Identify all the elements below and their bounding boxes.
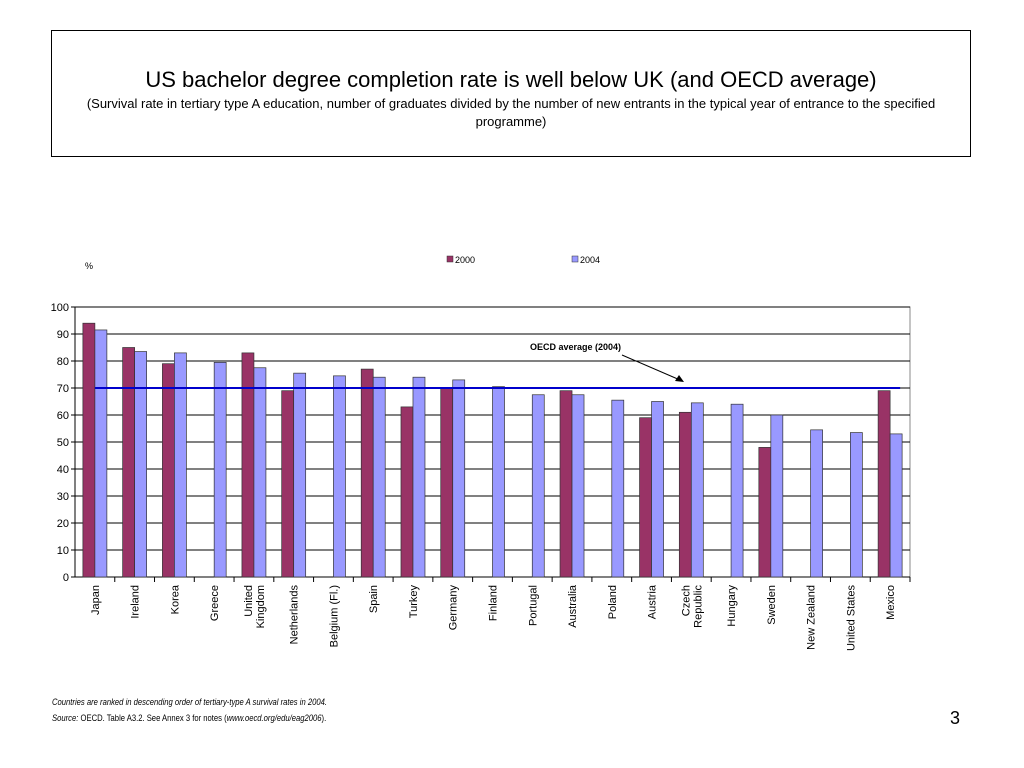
legend-swatch-2000 bbox=[446, 255, 454, 263]
bar-2004 bbox=[372, 376, 386, 578]
y-tick-label: 60 bbox=[57, 410, 69, 422]
annotation-arrow bbox=[621, 354, 681, 381]
y-tick-label: 50 bbox=[57, 437, 69, 449]
bar-2000 bbox=[758, 447, 772, 578]
x-tick-label: Ireland bbox=[130, 585, 142, 619]
bar-2004 bbox=[253, 367, 267, 578]
source-note: Source: OECD. Table A3.2. See Annex 3 fo… bbox=[52, 713, 326, 723]
bar-2004 bbox=[531, 394, 545, 578]
x-tick-label: Netherlands bbox=[289, 585, 301, 645]
x-tick-label: Greece bbox=[209, 585, 221, 621]
bar-2004 bbox=[412, 376, 426, 578]
arrow-head bbox=[675, 375, 684, 382]
bar-2000 bbox=[400, 406, 414, 578]
bar-2004 bbox=[94, 329, 108, 578]
bar-2000 bbox=[122, 347, 135, 578]
bar-2004 bbox=[611, 399, 625, 578]
legend-swatch-2004 bbox=[571, 255, 579, 263]
x-tick-label: Australia bbox=[567, 584, 579, 628]
bar-2004 bbox=[889, 433, 903, 578]
bar-2004 bbox=[571, 394, 585, 578]
oecd-average-label: OECD average (2004) bbox=[530, 342, 621, 352]
bar-2004 bbox=[213, 362, 227, 578]
bar-2004 bbox=[134, 351, 147, 578]
y-tick-label: 20 bbox=[57, 518, 69, 530]
bar-chart: 0 10 20 30 40 50 60 70 80 90 100% Japan Ireland Korea… bbox=[51, 255, 911, 652]
source-url[interactable]: www.oecd.org/edu/eag2006 bbox=[226, 713, 322, 723]
x-tick-label: CzechRepublic bbox=[680, 585, 704, 628]
x-tick-label: Germany bbox=[448, 585, 460, 631]
bar-2004 bbox=[651, 401, 664, 578]
y-tick-label: 10 bbox=[57, 545, 69, 557]
x-tick-label: Hungary bbox=[726, 585, 738, 627]
x-tick-label: Mexico bbox=[885, 585, 897, 620]
y-tick-label: 80 bbox=[57, 356, 69, 368]
bar-2000 bbox=[440, 387, 454, 578]
slide-title: US bachelor degree completion rate is we… bbox=[145, 67, 877, 92]
y-tick-label: 70 bbox=[57, 383, 69, 395]
legend-label-2000: 2000 bbox=[455, 255, 475, 265]
bar-2000 bbox=[360, 368, 374, 578]
page-number: 3 bbox=[950, 708, 961, 728]
bar-2000 bbox=[559, 390, 573, 578]
x-tick-label: United States bbox=[845, 585, 857, 652]
x-tick-label: Turkey bbox=[408, 585, 420, 619]
source-end: ). bbox=[321, 713, 327, 723]
bar-2004 bbox=[452, 379, 466, 578]
x-tick-label: UnitedKingdom bbox=[243, 585, 267, 628]
source-label: Source: bbox=[52, 713, 79, 723]
bar-2000 bbox=[241, 352, 255, 578]
slide-subtitle: (Survival rate in tertiary type A educat… bbox=[86, 96, 936, 129]
x-tick-label: Korea bbox=[169, 584, 181, 614]
x-tick-label: Belgium (Fl.) bbox=[328, 585, 340, 647]
source-text: OECD. Table A3.2. See Annex 3 for notes … bbox=[80, 713, 227, 723]
bar-2000 bbox=[639, 417, 652, 578]
x-tick-label: Japan bbox=[90, 585, 102, 615]
bar-2000 bbox=[281, 390, 295, 578]
bar-2000 bbox=[82, 322, 96, 578]
bar-2004 bbox=[850, 432, 863, 578]
bar-2004 bbox=[810, 429, 823, 578]
x-tick-label: Poland bbox=[607, 585, 619, 619]
title-box: US bachelor degree completion rate is we… bbox=[51, 30, 971, 157]
y-tick-label: 30 bbox=[57, 491, 69, 503]
bar-2004 bbox=[333, 375, 346, 578]
x-tick-label: Sweden bbox=[766, 585, 778, 625]
bar-2004 bbox=[293, 372, 307, 578]
ranking-note: Countries are ranked in descending order… bbox=[52, 697, 327, 707]
x-tick-label: New Zealand bbox=[806, 585, 818, 650]
x-tick-label: Portugal bbox=[527, 585, 539, 626]
x-tick-label: Finland bbox=[488, 585, 500, 621]
bar-2004 bbox=[770, 414, 784, 578]
bar-2004 bbox=[174, 352, 187, 578]
bar-2000 bbox=[877, 390, 891, 578]
y-axis-label: % bbox=[85, 261, 93, 271]
bar-2000 bbox=[678, 411, 692, 578]
bar-2004 bbox=[730, 403, 744, 578]
x-tick-label: Spain bbox=[368, 585, 380, 613]
x-tick-label: Austria bbox=[647, 584, 659, 619]
y-tick-label: 100 bbox=[51, 302, 69, 314]
bar-2004 bbox=[492, 386, 505, 578]
bar-2000 bbox=[162, 363, 175, 578]
y-tick-label: 90 bbox=[57, 329, 69, 341]
y-tick-label: 0 bbox=[63, 572, 69, 584]
legend-label-2004: 2004 bbox=[580, 255, 600, 265]
bar-2004 bbox=[690, 402, 704, 578]
y-tick-label: 40 bbox=[57, 464, 69, 476]
